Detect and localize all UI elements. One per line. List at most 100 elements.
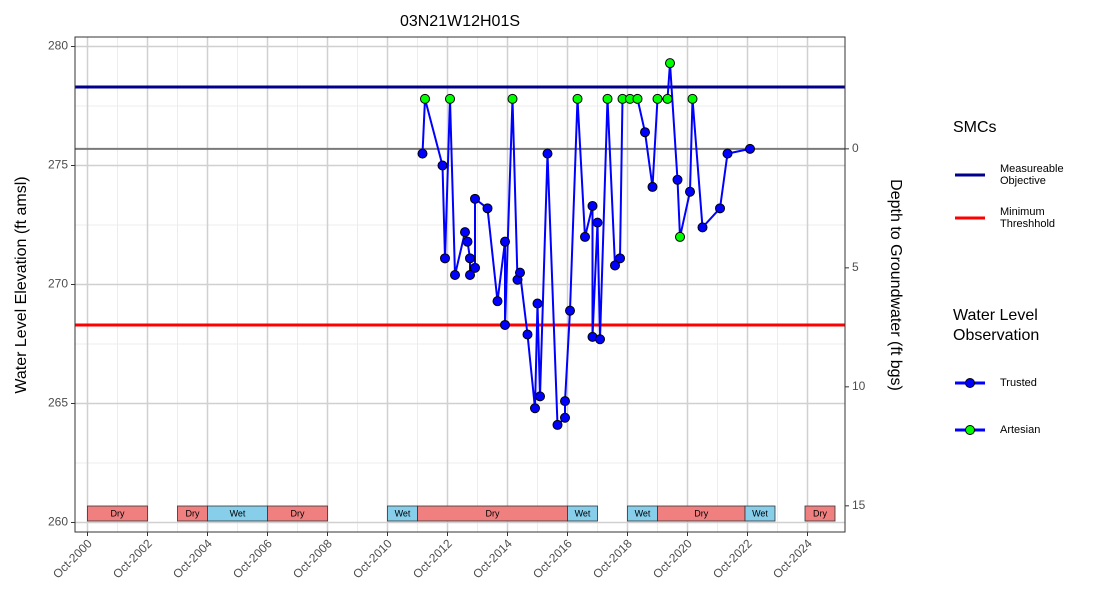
data-point [542, 148, 553, 159]
data-point [587, 200, 598, 211]
data-point [610, 260, 620, 271]
x-tick-label: Oct-2024 [770, 536, 815, 581]
x-tick-label: Oct-2008 [290, 536, 335, 581]
data-point [685, 186, 695, 197]
data-point [560, 412, 570, 423]
period-bar [744, 505, 776, 522]
y-tick-label: 275 [48, 158, 68, 172]
y-axis-label: Water Level Elevation (ft amsl) [13, 176, 30, 393]
data-point [615, 253, 625, 264]
period-bar [267, 505, 328, 522]
data-point [592, 217, 603, 228]
period-label: Dry [813, 508, 827, 518]
x-tick-label: Oct-2002 [110, 536, 155, 581]
data-point [500, 319, 510, 330]
data-point [482, 203, 493, 214]
data-point [675, 231, 685, 242]
data-point [560, 396, 570, 407]
data-point [722, 148, 733, 159]
period-bar [87, 505, 148, 522]
x-tick-label: Oct-2018 [590, 536, 635, 581]
data-point [652, 93, 663, 104]
data-point [420, 93, 430, 104]
chart-title: 03N21W12H01S [400, 13, 520, 30]
legend-swatch [965, 378, 975, 388]
period-label: Wet [635, 508, 651, 518]
legend-title: Water Level Observation [953, 307, 1040, 344]
y2-tick-label: 5 [852, 260, 859, 274]
period-label: Wet [752, 508, 768, 518]
y2-tick-label: 10 [852, 379, 866, 393]
data-point [745, 143, 755, 154]
data-point [417, 148, 428, 159]
data-point [632, 93, 643, 104]
legend-swatch [965, 425, 975, 435]
data-point [672, 174, 683, 185]
data-point [647, 181, 658, 192]
x-tick-label: Oct-2020 [650, 536, 695, 581]
data-point [535, 391, 545, 402]
period-label: Dry [291, 508, 305, 518]
data-point [445, 93, 455, 104]
y2-tick-label: 0 [852, 141, 859, 155]
y-tick-label: 280 [48, 39, 68, 53]
legend-title: SMCs [953, 119, 997, 136]
data-point [580, 231, 590, 242]
data-point [640, 127, 650, 138]
data-point [462, 236, 473, 247]
x-tick-label: Oct-2004 [170, 536, 215, 581]
y2-axis-label: Depth to Groundwater (ft bgs) [887, 179, 904, 391]
x-tick-label: Oct-2006 [230, 536, 275, 581]
data-point [522, 329, 533, 340]
x-tick-label: Oct-2022 [710, 536, 755, 581]
y2-tick-label: 15 [852, 498, 866, 512]
data-point [450, 269, 460, 280]
period-label: Wet [395, 508, 411, 518]
data-point [595, 334, 605, 345]
x-tick-label: Oct-2000 [50, 536, 95, 581]
data-point [515, 267, 525, 278]
y-tick-label: 270 [48, 277, 68, 291]
period-bar [804, 505, 836, 522]
data-point [465, 253, 475, 264]
x-tick-label: Oct-2014 [470, 536, 515, 581]
legend-label: Minimum Threshhold [1000, 206, 1056, 230]
y-tick-label: 260 [48, 515, 68, 529]
data-point [552, 419, 563, 430]
period-label: Dry [186, 508, 200, 518]
data-point [565, 305, 575, 316]
data-point [665, 58, 675, 69]
y-tick-label: 265 [48, 396, 68, 410]
data-point [465, 269, 475, 280]
period-label: Wet [230, 508, 246, 518]
legend-label: Trusted [1000, 377, 1037, 389]
data-point [507, 93, 518, 104]
data-point [715, 203, 725, 214]
data-point [437, 160, 448, 171]
data-point [440, 253, 450, 264]
legend-label: Measureable Objective [1000, 163, 1064, 187]
data-point [500, 236, 510, 247]
panel-border [74, 36, 846, 533]
period-bar [567, 505, 598, 522]
data-point [687, 93, 698, 104]
x-tick-label: Oct-2010 [350, 536, 395, 581]
data-point [662, 93, 673, 104]
period-label: Dry [111, 508, 125, 518]
data-point [532, 298, 543, 309]
period-label: Dry [694, 508, 708, 518]
x-tick-label: Oct-2012 [410, 536, 455, 581]
period-label: Dry [486, 508, 500, 518]
data-point [460, 227, 470, 238]
data-point [470, 262, 480, 273]
data-point [470, 193, 480, 204]
data-point [492, 296, 503, 307]
data-point [697, 222, 708, 233]
period-label: Wet [575, 508, 591, 518]
data-point [572, 93, 583, 104]
legend-label: Artesian [1000, 424, 1041, 436]
x-tick-label: Oct-2016 [530, 536, 575, 581]
data-point [602, 93, 613, 104]
